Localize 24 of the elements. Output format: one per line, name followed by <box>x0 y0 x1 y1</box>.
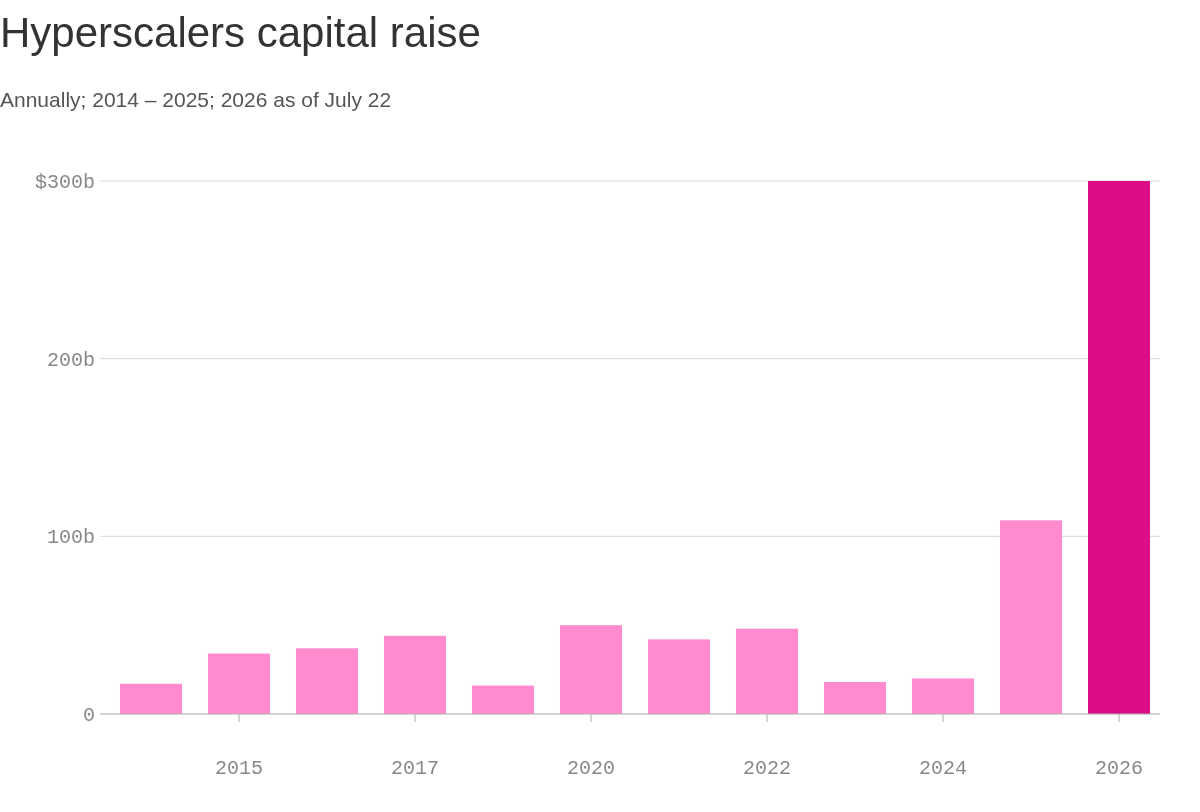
chart-title: Hyperscalers capital raise <box>0 9 481 56</box>
bar <box>119 683 183 714</box>
bar <box>295 648 359 714</box>
y-tick-label: 0 <box>82 704 95 727</box>
x-tick-label: 2022 <box>742 757 792 780</box>
bar <box>823 682 887 714</box>
bar <box>471 685 535 714</box>
bar <box>999 520 1063 714</box>
y-tick-label: 200b <box>46 348 95 372</box>
bar <box>559 625 623 714</box>
bar <box>735 628 799 714</box>
x-tick-label: 2015 <box>214 757 264 780</box>
bar <box>911 678 975 714</box>
bar <box>207 653 271 714</box>
x-tick-label: 2020 <box>566 757 616 780</box>
chart-subtitle: Annually; 2014 – 2025; 2026 as of July 22 <box>0 88 392 111</box>
y-tick-label: $300b <box>34 171 95 194</box>
x-tick-label: 2026 <box>1094 757 1144 780</box>
x-tick-label: 2024 <box>918 757 968 780</box>
bar <box>647 639 711 714</box>
y-tick-label: 100b <box>46 526 95 550</box>
bar <box>1087 181 1151 714</box>
x-tick-label: 2017 <box>390 757 440 780</box>
bar <box>383 635 447 714</box>
